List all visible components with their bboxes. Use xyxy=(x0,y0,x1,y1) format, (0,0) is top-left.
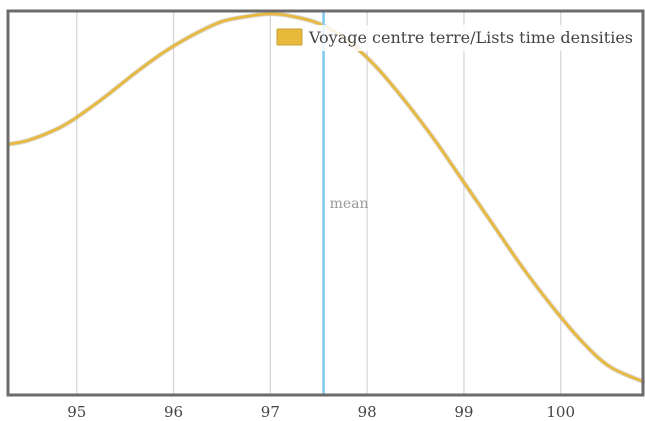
series-layer xyxy=(6,11,645,384)
x-tick-label: 98 xyxy=(358,403,377,421)
legend-label: Voyage centre terre/Lists time densities xyxy=(308,28,633,47)
legend-background xyxy=(272,25,639,51)
legend-swatch xyxy=(276,28,303,46)
density-curve xyxy=(7,12,645,383)
density-curve-outline xyxy=(6,11,645,384)
mean-annotation: mean xyxy=(322,12,369,395)
x-tick-label: 99 xyxy=(454,403,473,421)
plot-frame xyxy=(6,9,645,397)
x-tick-labels: 95 96 97 98 99 100 xyxy=(67,403,575,421)
legend[interactable]: Voyage centre terre/Lists time densities xyxy=(272,25,639,51)
mean-label: mean xyxy=(330,196,369,212)
grid-lines xyxy=(76,12,562,395)
x-tick-label: 97 xyxy=(261,403,280,421)
x-tick-label: 96 xyxy=(164,403,183,421)
x-tick-label: 95 xyxy=(67,403,86,421)
x-tick-label: 100 xyxy=(546,403,575,421)
